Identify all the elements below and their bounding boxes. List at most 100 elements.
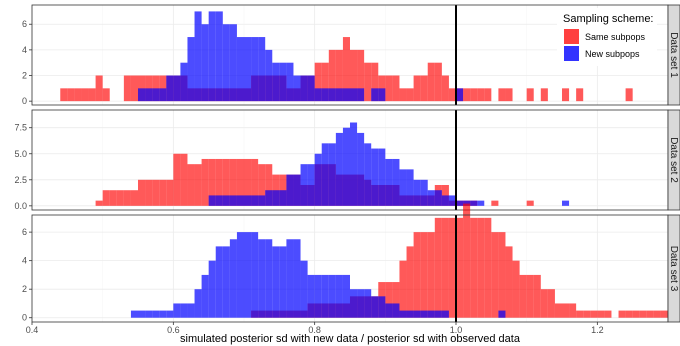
histogram-bar — [300, 164, 308, 206]
histogram-bar — [484, 217, 492, 318]
histogram-bar — [222, 24, 230, 102]
histogram-bar — [215, 158, 223, 206]
histogram-bar — [307, 75, 315, 102]
x-tick-label: 1.0 — [450, 325, 463, 335]
histogram-bar — [392, 282, 400, 318]
histogram-bar — [470, 217, 478, 318]
y-tick-label: 2 — [22, 284, 27, 294]
histogram-bar — [138, 75, 146, 102]
x-tick-label: 0.4 — [26, 325, 39, 335]
histogram-bar — [590, 310, 598, 318]
histogram-bar — [222, 158, 230, 206]
histogram-bar — [406, 88, 414, 102]
histogram-bar — [427, 190, 435, 206]
histogram-bar — [371, 88, 379, 102]
histogram-bar — [194, 164, 202, 206]
histogram-bar — [491, 200, 499, 206]
histogram-bar — [350, 122, 358, 206]
histogram-bar — [300, 260, 308, 318]
strip-background — [667, 214, 680, 323]
histogram-bar — [562, 88, 570, 102]
histogram-bar — [484, 88, 492, 102]
histogram-bar — [562, 200, 570, 206]
histogram-bar — [406, 246, 414, 318]
strip-label: Data set 3 — [668, 246, 679, 292]
histogram-bar — [364, 289, 372, 318]
histogram-bar — [399, 169, 407, 206]
histogram-bar — [441, 75, 449, 102]
histogram-bar — [399, 310, 407, 318]
histogram-bar — [547, 289, 555, 318]
histogram-bar — [604, 310, 612, 318]
histogram-bar — [576, 88, 584, 102]
histogram-bar — [434, 62, 442, 102]
histogram-bar — [378, 148, 386, 206]
histogram-bar — [215, 246, 223, 318]
histogram-bar — [286, 174, 294, 206]
histogram-bar — [625, 88, 633, 102]
histogram-bar — [456, 88, 464, 102]
histogram-bar — [413, 179, 421, 206]
histogram-bar — [244, 37, 252, 102]
histogram-bar — [526, 88, 534, 102]
histogram-bar — [350, 289, 358, 318]
histogram-bar — [102, 88, 110, 102]
histogram-bar — [364, 143, 372, 206]
histogram-bar — [251, 37, 259, 102]
x-axis-title: simulated posterior sd with new data / p… — [180, 333, 521, 345]
histogram-bar — [420, 179, 428, 206]
histogram-bar — [194, 11, 202, 102]
histogram-bar — [194, 289, 202, 318]
histogram-bar — [187, 37, 195, 102]
histogram-bar — [187, 164, 195, 206]
histogram-bar — [60, 88, 68, 102]
histogram-bar — [463, 88, 471, 102]
histogram-bar — [123, 75, 131, 102]
y-tick-label: 2 — [22, 71, 27, 81]
histogram-bar — [526, 200, 534, 206]
histogram-bar — [427, 232, 435, 318]
histogram-bar — [74, 88, 82, 102]
histogram-bar — [244, 195, 252, 206]
histogram-bar — [420, 310, 428, 318]
histogram-bar — [321, 88, 329, 102]
histogram-bar — [173, 303, 181, 318]
histogram-bar — [173, 153, 181, 206]
histogram-bar — [477, 200, 485, 206]
histogram-bar — [130, 310, 138, 318]
histogram-bar — [385, 303, 393, 318]
histogram-bar — [562, 303, 570, 318]
histogram-bar — [109, 190, 117, 206]
histogram-bar — [328, 49, 336, 102]
histogram-bar — [434, 190, 442, 206]
histogram-bar — [434, 217, 442, 318]
histogram-bar — [420, 75, 428, 102]
histogram-bar — [95, 75, 103, 102]
histogram-bar — [236, 37, 244, 102]
histogram-bar — [420, 232, 428, 318]
histogram-bar — [222, 195, 230, 206]
histogram-bar — [463, 203, 471, 318]
histogram-bar — [371, 62, 379, 102]
histogram-bar — [138, 179, 146, 206]
x-tick-label: 0.6 — [167, 325, 180, 335]
histogram-bar — [300, 75, 308, 102]
histogram-bar — [102, 190, 110, 206]
histogram-bar — [576, 310, 584, 318]
histogram-bar — [413, 310, 421, 318]
histogram-bar — [272, 246, 280, 318]
histogram-bar — [632, 310, 640, 318]
histogram-bar — [342, 274, 350, 318]
histogram-bar — [159, 179, 167, 206]
histogram-bar — [229, 158, 237, 206]
histogram-bar — [236, 158, 244, 206]
histogram-bar — [350, 88, 358, 102]
y-tick-label: 0 — [22, 96, 27, 106]
histogram-bar — [342, 88, 350, 102]
histogram-bar — [498, 88, 506, 102]
histogram-bar — [293, 75, 301, 102]
histogram-bar — [159, 88, 167, 102]
histogram-bar — [498, 310, 506, 318]
histogram-bar — [371, 148, 379, 206]
histogram-bar — [406, 169, 414, 206]
